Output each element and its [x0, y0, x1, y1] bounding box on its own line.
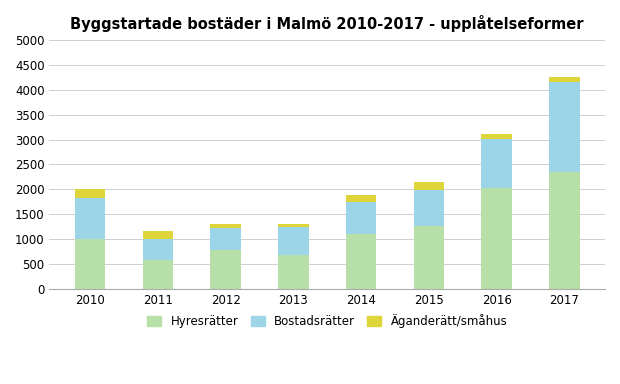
Bar	[278, 224, 309, 227]
Bar	[346, 234, 376, 289]
Bar	[414, 190, 444, 226]
Bar	[75, 189, 105, 198]
Bar	[481, 189, 512, 289]
Bar	[481, 139, 512, 189]
Bar	[278, 227, 309, 255]
Bar	[481, 134, 512, 139]
Bar	[549, 83, 580, 172]
Bar	[346, 202, 376, 234]
Bar	[278, 255, 309, 289]
Legend: Hyresrätter, Bostadsrätter, Äganderätt/småhus: Hyresrätter, Bostadsrätter, Äganderätt/s…	[143, 310, 512, 333]
Bar	[75, 198, 105, 239]
Bar	[210, 228, 241, 250]
Bar	[549, 78, 580, 83]
Bar	[75, 239, 105, 289]
Bar	[414, 226, 444, 289]
Bar	[210, 224, 241, 228]
Bar	[549, 172, 580, 289]
Bar	[143, 232, 173, 239]
Bar	[143, 239, 173, 260]
Bar	[210, 250, 241, 289]
Bar	[414, 182, 444, 190]
Title: Byggstartade bostäder i Malmö 2010-2017 - upplåtelseformer: Byggstartade bostäder i Malmö 2010-2017 …	[71, 15, 584, 32]
Bar	[143, 260, 173, 289]
Bar	[346, 195, 376, 202]
